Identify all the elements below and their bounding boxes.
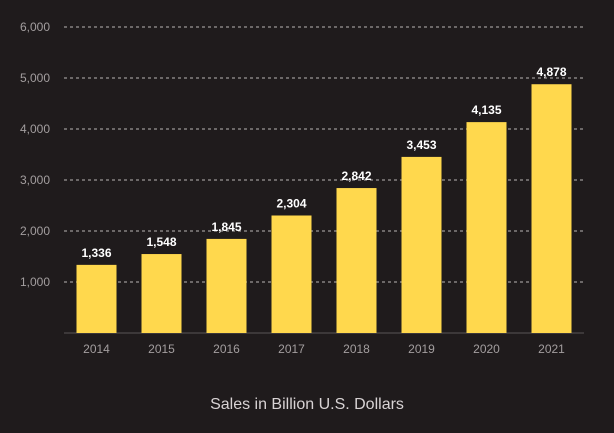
bar-2020 [466, 122, 507, 334]
value-label: 4,878 [536, 65, 566, 79]
bar-2019 [401, 156, 442, 333]
value-label: 3,453 [406, 138, 436, 152]
y-tick-label: 3,000 [20, 173, 50, 187]
bar-2015 [141, 254, 182, 333]
x-axis-ticks: 2014 2015 2016 2017 2018 2019 2020 2021 [83, 342, 565, 356]
value-label: 1,845 [211, 220, 241, 234]
bar-2018 [336, 188, 377, 333]
value-label: 4,135 [471, 103, 501, 117]
y-tick-label: 2,000 [20, 224, 50, 238]
bar-2016 [206, 238, 247, 333]
y-tick-label: 4,000 [20, 122, 50, 136]
x-tick-label: 2019 [408, 342, 435, 356]
value-labels: 1,336 1,548 1,845 2,304 2,842 3,453 4,135 4,878 [81, 65, 566, 260]
value-label: 1,548 [146, 235, 176, 249]
bar-2017 [271, 215, 312, 333]
bars [76, 84, 572, 334]
x-tick-label: 2016 [213, 342, 240, 356]
x-axis-label: Sales in Billion U.S. Dollars [210, 396, 404, 413]
x-tick-label: 2015 [148, 342, 175, 356]
value-label: 1,336 [81, 246, 111, 260]
x-tick-label: 2021 [538, 342, 565, 356]
x-tick-label: 2020 [473, 342, 500, 356]
x-tick-label: 2014 [83, 342, 110, 356]
y-tick-label: 5,000 [20, 71, 50, 85]
x-tick-label: 2018 [343, 342, 370, 356]
y-tick-label: 1,000 [20, 275, 50, 289]
value-label: 2,304 [276, 196, 306, 210]
value-label: 2,842 [341, 169, 371, 183]
bar-2021 [531, 84, 572, 333]
bar-2014 [76, 264, 117, 333]
x-tick-label: 2017 [278, 342, 305, 356]
y-tick-label: 6,000 [20, 20, 50, 34]
y-axis-ticks: 1,000 2,000 3,000 4,000 5,000 6,000 [20, 20, 50, 289]
